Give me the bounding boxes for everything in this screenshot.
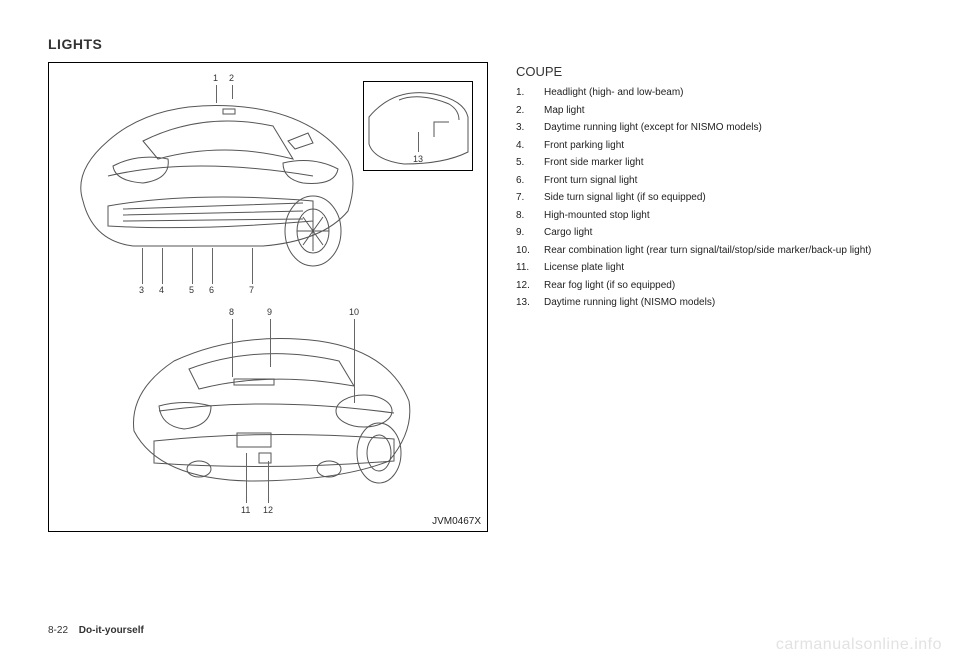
list-item: 5. Front side marker light	[516, 155, 912, 171]
figure-column: 13	[48, 62, 488, 532]
item-num: 6.	[516, 173, 534, 189]
item-text: Rear fog light (if so equipped)	[544, 278, 675, 294]
leader-9	[270, 319, 271, 367]
content-row: 13	[48, 62, 912, 532]
section-title: LIGHTS	[48, 36, 912, 52]
list-item: 13. Daytime running light (NISMO models)	[516, 295, 912, 311]
item-text: Side turn signal light (if so equipped)	[544, 190, 706, 206]
callout-13: 13	[413, 154, 423, 164]
manual-page: LIGHTS 13	[0, 0, 960, 664]
watermark: carmanualsonline.info	[776, 636, 942, 654]
list-item: 12. Rear fog light (if so equipped)	[516, 278, 912, 294]
figure-inset: 13	[363, 81, 473, 171]
callout-1: 1	[213, 73, 218, 83]
leader-1	[216, 85, 217, 103]
item-num: 4.	[516, 138, 534, 154]
column-heading: COUPE	[516, 64, 912, 79]
leader-5	[192, 248, 193, 284]
figure-frame: 13	[48, 62, 488, 532]
list-item: 2. Map light	[516, 103, 912, 119]
callout-12: 12	[263, 505, 273, 515]
leader-10	[354, 319, 355, 403]
item-text: Front turn signal light	[544, 173, 637, 189]
list-item: 10. Rear combination light (rear turn sig…	[516, 243, 912, 259]
figure-code: JVM0467X	[432, 516, 481, 527]
item-num: 9.	[516, 225, 534, 241]
callout-10: 10	[349, 307, 359, 317]
front-car-drawing	[63, 81, 363, 281]
text-column: COUPE 1. Headlight (high- and low-beam) 2…	[516, 62, 912, 532]
item-text: Daytime running light (NISMO models)	[544, 295, 715, 311]
page-footer: 8-22 Do-it-yourself	[48, 625, 144, 636]
lights-list: 1. Headlight (high- and low-beam) 2. Map l…	[516, 85, 912, 311]
item-text: Front parking light	[544, 138, 624, 154]
leader-6	[212, 248, 213, 284]
item-num: 1.	[516, 85, 534, 101]
rear-car-drawing	[119, 321, 419, 501]
item-text: License plate light	[544, 260, 624, 276]
item-num: 11.	[516, 260, 534, 276]
callout-4: 4	[159, 285, 164, 295]
leader-12	[268, 461, 269, 503]
list-item: 1. Headlight (high- and low-beam)	[516, 85, 912, 101]
callout-2: 2	[229, 73, 234, 83]
page-number: 8-22	[48, 625, 68, 636]
item-num: 13.	[516, 295, 534, 311]
item-num: 2.	[516, 103, 534, 119]
item-text: Map light	[544, 103, 585, 119]
item-num: 8.	[516, 208, 534, 224]
leader-8	[232, 319, 233, 377]
list-item: 9. Cargo light	[516, 225, 912, 241]
callout-3: 3	[139, 285, 144, 295]
item-text: Rear combination light (rear turn signal…	[544, 243, 871, 259]
list-item: 8. High-mounted stop light	[516, 208, 912, 224]
item-text: High-mounted stop light	[544, 208, 650, 224]
list-item: 4. Front parking light	[516, 138, 912, 154]
item-text: Front side marker light	[544, 155, 643, 171]
item-num: 12.	[516, 278, 534, 294]
footer-section: Do-it-yourself	[79, 625, 144, 636]
item-text: Headlight (high- and low-beam)	[544, 85, 684, 101]
leader-4	[162, 248, 163, 284]
list-item: 3. Daytime running light (except for NISM…	[516, 120, 912, 136]
callout-5: 5	[189, 285, 194, 295]
list-item: 6. Front turn signal light	[516, 173, 912, 189]
callout-9: 9	[267, 307, 272, 317]
list-item: 7. Side turn signal light (if so equipped…	[516, 190, 912, 206]
leader-7	[252, 248, 253, 284]
item-num: 5.	[516, 155, 534, 171]
item-text: Daytime running light (except for NISMO …	[544, 120, 762, 136]
leader-11	[246, 453, 247, 503]
callout-11: 11	[241, 505, 250, 515]
item-num: 10.	[516, 243, 534, 259]
item-text: Cargo light	[544, 225, 592, 241]
leader-3	[142, 248, 143, 284]
item-num: 7.	[516, 190, 534, 206]
list-item: 11. License plate light	[516, 260, 912, 276]
callout-7: 7	[249, 285, 254, 295]
item-num: 3.	[516, 120, 534, 136]
callout-8: 8	[229, 307, 234, 317]
callout-6: 6	[209, 285, 214, 295]
leader-13	[418, 132, 419, 152]
leader-2	[232, 85, 233, 99]
